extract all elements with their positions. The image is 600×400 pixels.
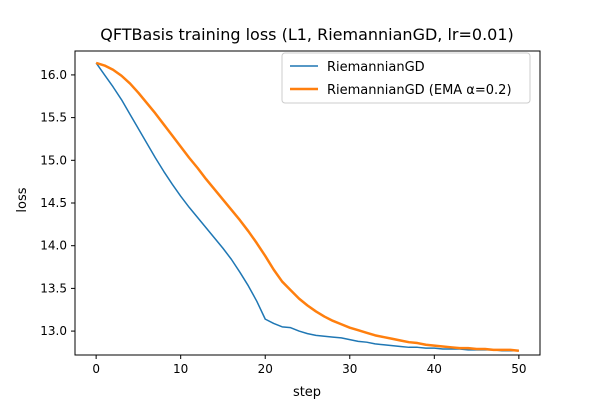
y-axis-ticks: 13.0 13.5 14.0 14.5 15.0 15.5 16.0	[40, 68, 75, 338]
plot-lines	[95, 61, 519, 352]
legend-label-riemanniangd-ema: RiemannianGD (EMA α=0.2)	[327, 83, 512, 98]
y-tick-label: 13.0	[40, 324, 67, 338]
x-axis-label: step	[293, 385, 321, 400]
legend-box	[281, 52, 531, 104]
x-tick-label: 40	[427, 362, 442, 376]
y-tick-label: 13.5	[40, 281, 67, 295]
series-line-riemanniangd-ema	[95, 61, 519, 352]
y-tick-label: 14.0	[40, 239, 67, 253]
y-tick-label: 15.5	[40, 111, 67, 125]
legend: RiemannianGD RiemannianGD (EMA α=0.2)	[281, 52, 531, 104]
y-tick-label: 15.0	[40, 153, 67, 167]
x-axis-ticks: 0 10 20 30 40 50	[92, 355, 527, 376]
x-tick-label: 10	[173, 362, 188, 376]
x-tick-label: 0	[92, 362, 100, 376]
series-line-riemanniangd	[95, 62, 519, 352]
y-axis-label: loss	[15, 187, 30, 212]
legend-label-riemanniangd: RiemannianGD	[327, 60, 425, 75]
chart-title: QFTBasis training loss (L1, RiemannianGD…	[100, 25, 514, 44]
y-tick-label: 14.5	[40, 196, 67, 210]
x-tick-label: 50	[511, 362, 526, 376]
x-tick-label: 20	[258, 362, 273, 376]
y-tick-label: 16.0	[40, 68, 67, 82]
x-tick-label: 30	[342, 362, 357, 376]
